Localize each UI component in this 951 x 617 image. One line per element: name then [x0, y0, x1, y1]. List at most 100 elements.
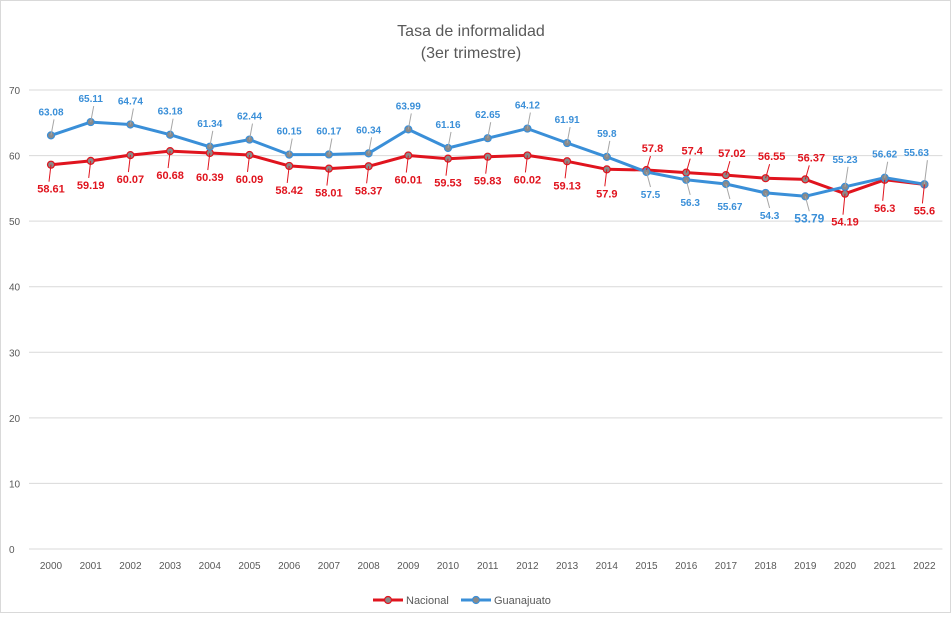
data-label-nacional: 59.53 [434, 178, 462, 190]
label-leader-nacional [604, 169, 608, 187]
y-tick-labels: 0 10 20 30 40 50 60 70 [9, 86, 21, 556]
label-leader-nacional [48, 164, 52, 182]
label-leader-guanajuato [209, 130, 214, 147]
data-label-guanajuato: 55.23 [832, 155, 857, 166]
data-label-nacional: 59.13 [553, 180, 581, 192]
label-leader-guanajuato [606, 140, 611, 157]
x-tick-label: 2007 [318, 561, 341, 572]
data-label-guanajuato: 61.16 [435, 120, 460, 131]
x-tick-label: 2002 [119, 561, 142, 572]
data-label-guanajuato: 63.08 [38, 107, 63, 118]
y-tick-label: 40 [9, 283, 21, 294]
label-leader-guanajuato [90, 105, 95, 123]
data-label-nacional: 56.55 [758, 151, 786, 163]
data-label-guanajuato: 55.67 [717, 202, 742, 213]
data-label-nacional: 55.6 [914, 205, 935, 217]
label-leader-guanajuato [368, 137, 373, 154]
x-tick-label: 2014 [596, 561, 619, 572]
y-tick-label: 0 [9, 545, 15, 556]
data-label-guanajuato: 60.17 [316, 126, 341, 137]
label-leader-nacional [685, 158, 691, 173]
x-tick-label: 2020 [834, 561, 857, 572]
data-label-nacional: 58.01 [315, 188, 343, 200]
x-tick-label: 2019 [794, 561, 817, 572]
label-leader-guanajuato [526, 112, 531, 129]
label-leader-guanajuato [169, 118, 174, 135]
data-label-nacional: 57.02 [718, 148, 746, 160]
data-label-nacional: 60.09 [236, 174, 264, 186]
x-tick-label: 2009 [397, 561, 420, 572]
x-tick-label: 2003 [159, 561, 182, 572]
label-leader-guanajuato [249, 123, 253, 140]
x-tick-labels: 2000 2001 2002 2003 2004 2005 2006 2007 2008 2009… [40, 561, 936, 572]
x-tick-label: 2013 [556, 561, 579, 572]
x-tick-label: 2015 [635, 561, 658, 572]
label-leader-nacional [524, 155, 528, 173]
data-label-guanajuato: 60.15 [277, 127, 302, 138]
data-label-guanajuato: 57.5 [641, 190, 661, 201]
label-leader-nacional [127, 155, 131, 173]
data-label-guanajuato: 65.11 [78, 94, 103, 105]
label-leader-nacional [921, 184, 925, 204]
label-leader-nacional [247, 154, 250, 173]
data-label-guanajuato: 55.63 [904, 148, 929, 159]
data-label-guanajuato: 59.8 [597, 129, 617, 140]
data-label-guanajuato: 63.99 [396, 101, 421, 112]
x-tick-label: 2000 [40, 561, 63, 572]
label-leader-guanajuato [804, 196, 810, 212]
y-tick-label: 20 [9, 414, 21, 425]
label-leader-nacional [326, 168, 330, 186]
label-leader-nacional [286, 165, 290, 183]
data-label-nacional: 60.02 [514, 174, 542, 186]
label-leader-nacional [882, 179, 886, 201]
data-label-nacional: 60.07 [117, 174, 145, 186]
label-leader-guanajuato [328, 138, 333, 155]
label-leader-guanajuato [765, 192, 771, 209]
data-label-guanajuato: 54.3 [760, 211, 780, 222]
legend: Nacional Guanajuato [373, 595, 551, 607]
chart-subtitle: (3er trimestre) [421, 45, 521, 62]
y-tick-label: 70 [9, 86, 21, 97]
y-tick-label: 30 [9, 348, 21, 359]
label-leader-guanajuato [487, 122, 492, 139]
label-leader-nacional [842, 193, 846, 215]
label-leader-nacional [765, 164, 771, 179]
x-tick-label: 2017 [715, 561, 738, 572]
data-label-nacional: 60.01 [395, 175, 423, 187]
label-leader-nacional [445, 158, 449, 176]
data-label-guanajuato: 53.79 [794, 211, 824, 225]
label-leader-nacional [804, 165, 810, 180]
label-leader-nacional [564, 161, 568, 179]
x-tick-label: 2021 [874, 561, 897, 572]
legend-marker-guanajuato [471, 595, 481, 605]
data-label-guanajuato: 60.34 [356, 125, 381, 136]
data-label-nacional: 59.19 [77, 180, 105, 192]
label-leader-guanajuato [407, 113, 412, 130]
legend-label-nacional: Nacional [406, 595, 449, 607]
x-tick-label: 2010 [437, 561, 460, 572]
data-label-guanajuato: 56.62 [872, 150, 897, 161]
label-leader-nacional [405, 155, 409, 173]
data-label-guanajuato: 62.65 [475, 110, 500, 121]
label-leader-guanajuato [646, 171, 651, 188]
data-label-nacional: 58.61 [37, 184, 65, 196]
data-label-guanajuato: 64.12 [515, 101, 540, 112]
x-tick-label: 2006 [278, 561, 301, 572]
x-tick-label: 2005 [238, 561, 261, 572]
y-tick-label: 50 [9, 217, 21, 228]
data-label-nacional: 54.19 [831, 217, 859, 229]
legend-label-guanajuato: Guanajuato [494, 595, 551, 607]
x-tick-label: 2018 [754, 561, 777, 572]
data-label-nacional: 58.42 [275, 185, 303, 197]
label-leader-guanajuato [129, 108, 134, 125]
data-label-nacional: 56.3 [874, 203, 895, 215]
label-leader-guanajuato [844, 166, 849, 187]
label-leader-nacional [167, 151, 171, 169]
label-leader-guanajuato [923, 160, 928, 185]
label-leader-nacional [725, 160, 731, 176]
data-label-nacional: 60.39 [196, 172, 224, 184]
x-tick-label: 2022 [913, 561, 936, 572]
data-label-nacional: 58.37 [355, 185, 383, 197]
data-label-nacional: 56.37 [798, 152, 826, 164]
data-label-guanajuato: 63.18 [158, 107, 183, 118]
